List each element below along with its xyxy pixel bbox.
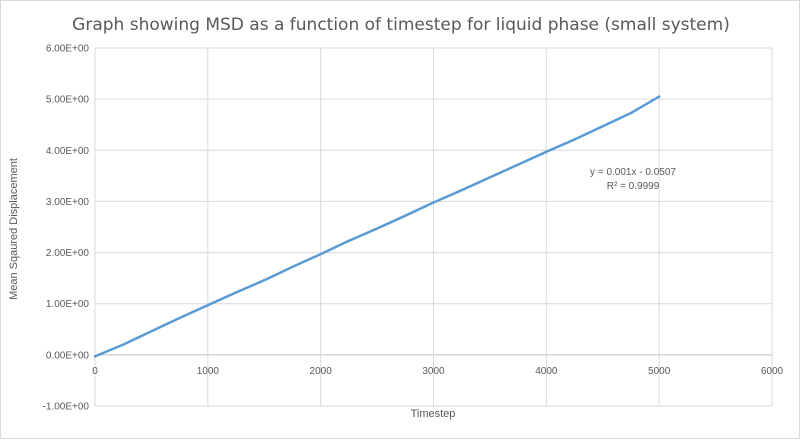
y-tick-label: 0.00E+00 (46, 350, 90, 361)
x-tick-label: 1000 (197, 366, 220, 377)
y-tick-label: 5.00E+00 (46, 95, 90, 106)
y-axis-ticks: 6.00E+00 5.00E+00 4.00E+00 3.00E+00 2.00E+00… (43, 44, 90, 413)
y-tick-label: 6.00E+00 (46, 44, 90, 55)
x-tick-label: 6000 (761, 366, 784, 377)
grid-lines (94, 47, 773, 407)
trendline-equation: y = 0.001x - 0.0507 (590, 167, 676, 178)
chart-title: Graph showing MSD as a function of times… (72, 15, 730, 35)
y-tick-label: 1.00E+00 (46, 299, 90, 310)
y-tick-label: 2.00E+00 (46, 248, 90, 259)
series-layer (93, 95, 661, 358)
x-axis-ticks: 0 1000 2000 3000 4000 5000 6000 (92, 366, 783, 377)
x-tick-label: 4000 (535, 366, 558, 377)
y-tick-label: 3.00E+00 (46, 197, 90, 208)
y-tick-label: -1.00E+00 (43, 402, 90, 413)
x-tick-label: 3000 (422, 366, 445, 377)
x-axis-label: Timestep (411, 408, 456, 420)
x-tick-label: 5000 (648, 366, 671, 377)
trendline-r-squared: R² = 0.9999 (607, 181, 660, 192)
y-tick-label: 4.00E+00 (46, 146, 90, 157)
x-tick-label: 2000 (310, 366, 333, 377)
y-axis-label: Mean Sqaured Displacement (8, 158, 20, 300)
x-tick-label: 0 (92, 366, 98, 377)
series-line (93, 95, 661, 358)
